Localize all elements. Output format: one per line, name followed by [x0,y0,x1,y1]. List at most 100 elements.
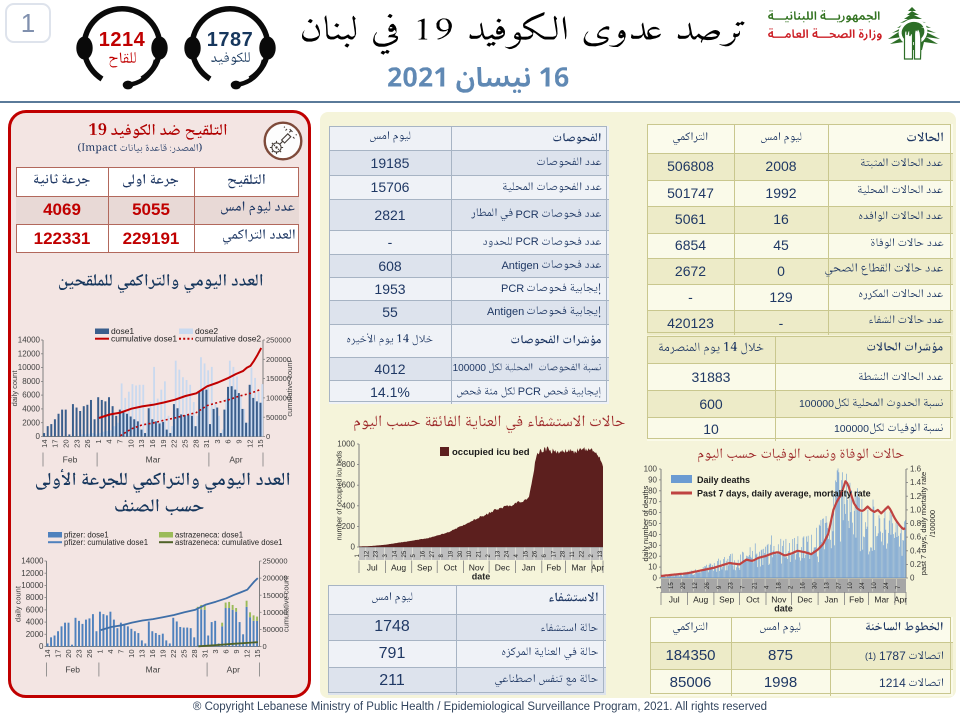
svg-text:19: 19 [158,650,167,658]
svg-text:10: 10 [127,650,136,658]
svg-text:occupied icu bed: occupied icu bed [452,447,530,458]
svg-text:4: 4 [514,554,520,558]
svg-text:90: 90 [648,475,657,484]
svg-text:2: 2 [589,554,595,558]
svg-text:18: 18 [777,582,783,589]
svg-text:250000: 250000 [263,557,288,566]
svg-text:2000: 2000 [22,418,40,427]
svg-text:13: 13 [137,439,146,447]
svg-text:50000: 50000 [266,412,287,421]
svg-text:Mar: Mar [874,595,889,605]
svg-text:25: 25 [402,550,408,557]
svg-text:dose2: dose2 [195,326,218,336]
svg-text:25: 25 [179,650,188,658]
svg-text:17: 17 [551,550,557,557]
svg-text:15: 15 [523,550,529,557]
svg-text:0: 0 [266,432,270,441]
svg-text:cumulative dose1: cumulative dose1 [111,333,177,343]
svg-text:Apr: Apr [591,563,604,573]
svg-text:Jul: Jul [669,595,680,605]
svg-text:4000: 4000 [26,618,44,627]
svg-text:10: 10 [848,582,854,589]
svg-text:13: 13 [824,582,830,589]
svg-text:80: 80 [648,486,657,495]
svg-text:31: 31 [200,650,209,658]
svg-text:6: 6 [221,650,230,654]
svg-text:20: 20 [61,439,70,447]
svg-text:12000: 12000 [21,569,44,578]
svg-text:26: 26 [83,439,92,447]
svg-text:1.6: 1.6 [910,465,922,474]
svg-text:0: 0 [653,574,658,583]
svg-text:2: 2 [789,585,795,589]
svg-text:30: 30 [812,582,818,589]
svg-text:0.4: 0.4 [910,546,922,555]
svg-text:Sep: Sep [719,595,734,605]
svg-text:Apr: Apr [229,454,242,464]
svg-text:1.4: 1.4 [910,478,922,487]
svg-text:Feb: Feb [63,454,78,464]
svg-text:2000: 2000 [26,630,44,639]
svg-text:6000: 6000 [22,390,40,399]
svg-text:0: 0 [910,574,915,583]
svg-text:Mar: Mar [146,665,161,675]
svg-text:4: 4 [765,585,771,589]
svg-text:27: 27 [430,550,436,557]
svg-text:16: 16 [148,439,157,447]
svg-text:12000: 12000 [18,349,41,358]
svg-text:Jul: Jul [367,563,378,573]
svg-text:Feb: Feb [546,563,561,573]
svg-text:10000: 10000 [18,363,41,372]
svg-text:8: 8 [439,554,445,558]
svg-text:23: 23 [75,650,84,658]
svg-text:31: 31 [202,439,211,447]
svg-text:Mar: Mar [146,454,161,464]
svg-text:21: 21 [753,582,759,589]
svg-text:date: date [472,572,491,582]
svg-text:6: 6 [224,439,233,443]
svg-text:astrazeneca: cumulative dose1: astrazeneca: cumulative dose1 [175,538,283,547]
svg-text:28: 28 [190,650,199,658]
svg-text:1: 1 [96,650,105,654]
svg-text:1: 1 [94,439,103,443]
svg-text:400: 400 [342,501,356,510]
svg-text:3: 3 [213,439,222,443]
svg-text:3: 3 [211,650,220,654]
svg-text:150000: 150000 [266,374,291,383]
svg-text:Nov: Nov [469,563,485,573]
svg-text:10: 10 [467,550,473,557]
svg-text:8000: 8000 [22,376,40,385]
svg-text:16: 16 [421,550,427,557]
svg-text:cumulative dose2: cumulative dose2 [195,333,261,343]
svg-text:24: 24 [884,582,890,589]
svg-text:dose1: dose1 [111,326,134,336]
svg-text:9: 9 [232,650,241,654]
svg-text:24: 24 [860,582,866,589]
svg-text:7: 7 [117,650,126,654]
svg-text:/100000: /100000 [928,510,937,537]
svg-text:26: 26 [85,650,94,658]
svg-text:28: 28 [191,439,200,447]
svg-text:23: 23 [729,582,735,589]
svg-text:0: 0 [263,642,267,651]
svg-text:23: 23 [374,550,380,557]
svg-text:10000: 10000 [21,581,44,590]
svg-text:12: 12 [693,582,699,589]
svg-text:19: 19 [159,439,168,447]
svg-text:4: 4 [106,650,115,654]
svg-text:30: 30 [458,550,464,557]
svg-text:0: 0 [36,432,41,441]
svg-text:10: 10 [648,563,657,572]
svg-text:4000: 4000 [22,404,40,413]
svg-text:60: 60 [648,508,657,517]
svg-text:Nov: Nov [771,595,787,605]
svg-text:14: 14 [392,550,398,557]
svg-text:daily count: daily count [10,369,19,406]
svg-text:7: 7 [741,585,747,589]
svg-text:25: 25 [180,439,189,447]
svg-text:19: 19 [449,550,455,557]
svg-text:20: 20 [648,552,657,561]
svg-text:9: 9 [235,439,244,443]
svg-text:10: 10 [126,439,135,447]
svg-text:10: 10 [872,582,878,589]
